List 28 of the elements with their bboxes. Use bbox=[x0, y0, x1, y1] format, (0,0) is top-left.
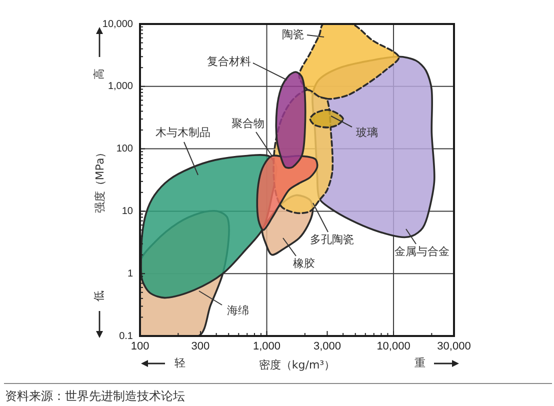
x-tick-label: 10,000 bbox=[376, 340, 410, 353]
text: 低 bbox=[92, 290, 106, 302]
y-tick-label: 1 bbox=[127, 268, 134, 280]
x-axis-title: 密度（kg/m³） bbox=[258, 358, 336, 372]
y-tick-label: 0.1 bbox=[119, 330, 134, 342]
x-tick-label: 30,000 bbox=[437, 340, 471, 353]
text: 重 bbox=[414, 356, 426, 370]
series-label: 金属与合金 bbox=[394, 244, 450, 258]
series-label: 木与木制品 bbox=[156, 126, 210, 139]
y-tick-label: 100 bbox=[116, 144, 134, 155]
y-tick-label: 1,000 bbox=[108, 81, 134, 92]
y-tick-label: 10 bbox=[122, 206, 134, 217]
x-tick-label: 100 bbox=[130, 340, 150, 353]
y-tick-label: 10,000 bbox=[102, 18, 134, 30]
series-label: 海绵 bbox=[227, 304, 249, 317]
series-label: 陶瓷 bbox=[282, 28, 304, 41]
text: 轻 bbox=[174, 356, 186, 370]
series-label: 多孔陶瓷 bbox=[310, 232, 354, 246]
series-label: 玻璃 bbox=[356, 126, 378, 139]
x-tick-label: 300 bbox=[191, 340, 210, 353]
series-label: 橡胶 bbox=[293, 256, 315, 270]
text: 资料来源：世界先进制造技术论坛 bbox=[5, 389, 185, 403]
x-tick-label: 1,000 bbox=[252, 340, 281, 353]
text: 高 bbox=[92, 68, 106, 80]
y-axis-title: 强度（MPa） bbox=[93, 146, 106, 214]
text: 复合材料 bbox=[207, 54, 251, 68]
x-tick-label: 3,000 bbox=[313, 340, 342, 353]
text: 聚合物 bbox=[232, 116, 264, 130]
